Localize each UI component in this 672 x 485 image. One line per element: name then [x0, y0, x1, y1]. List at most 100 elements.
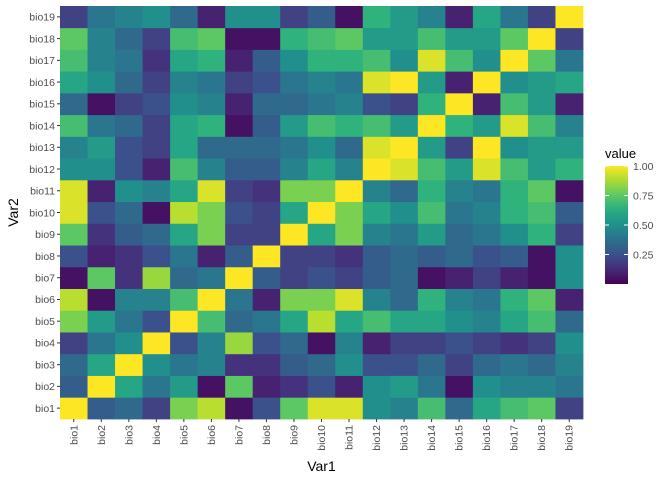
heatmap-cell-bio18-bio15 [527, 92, 556, 116]
heatmap-cell-bio12-bio4 [362, 332, 391, 355]
heatmap-cell-bio3-bio13 [115, 136, 143, 159]
y-tick-label-bio9: bio9 [35, 229, 55, 241]
heatmap-cell-bio8-bio8 [252, 245, 281, 268]
heatmap-cell-bio3-bio3 [115, 353, 143, 376]
heatmap-cell-bio7-bio7 [225, 266, 254, 289]
heatmap-cell-bio4-bio13 [142, 136, 171, 159]
heatmap-cell-bio10-bio6 [307, 288, 336, 311]
heatmap-cell-bio1-bio5 [60, 310, 88, 333]
heatmap-cell-bio15-bio11 [445, 179, 474, 203]
heatmap-cell-bio14-bio10 [417, 201, 446, 224]
heatmap-cell-bio17-bio11 [500, 179, 529, 203]
heatmap-cell-bio16-bio16 [472, 71, 501, 94]
heatmap-cell-bio11-bio15 [335, 92, 364, 116]
heatmap-cell-bio17-bio13 [500, 136, 529, 159]
heatmap-cell-bio11-bio6 [335, 288, 364, 311]
y-tick-label-bio2: bio2 [35, 381, 55, 393]
heatmap-cell-bio3-bio6 [115, 288, 143, 311]
heatmap-cell-bio10-bio16 [307, 71, 336, 94]
heatmap-cell-bio4-bio11 [142, 179, 171, 203]
heatmap-cell-bio19-bio11 [555, 179, 584, 203]
heatmap-cell-bio16-bio4 [472, 332, 501, 355]
heatmap-cell-bio6-bio13 [197, 136, 226, 159]
heatmap-cell-bio17-bio7 [500, 266, 529, 289]
heatmap-cell-bio19-bio17 [555, 49, 584, 72]
heatmap-cell-bio6-bio16 [197, 71, 226, 94]
heatmap-cell-bio8-bio9 [252, 223, 281, 246]
heatmap-cell-bio9-bio7 [280, 266, 309, 289]
heatmap-cell-bio6-bio9 [197, 223, 226, 246]
heatmap-cell-bio16-bio2 [472, 375, 501, 398]
x-axis-ticks: bio1 bio2 bio3 bio4 bio5 bio6 bio7 bio8 bio9 bio1… [68, 419, 576, 451]
heatmap-cell-bio12-bio3 [362, 353, 391, 376]
heatmap-cell-bio6-bio7 [197, 266, 226, 289]
heatmap-cell-bio14-bio19 [417, 6, 446, 29]
heatmap-cell-bio13-bio13 [390, 136, 419, 159]
heatmap-cell-bio18-bio18 [527, 27, 556, 50]
heatmap-cell-bio6-bio19 [197, 6, 226, 29]
x-tick-label-bio1: bio1 [68, 425, 80, 445]
heatmap-cell-bio9-bio18 [280, 27, 309, 50]
heatmap-cell-bio14-bio17 [417, 49, 446, 72]
heatmap-cell-bio11-bio13 [335, 136, 364, 159]
heatmap-cell-bio10-bio15 [307, 92, 336, 116]
heatmap-cell-bio3-bio8 [115, 245, 143, 268]
heatmap-cell-bio2-bio11 [87, 179, 116, 203]
heatmap-cell-bio4-bio8 [142, 245, 171, 268]
heatmap-cell-bio12-bio5 [362, 310, 391, 333]
heatmap-cell-bio9-bio8 [280, 245, 309, 268]
heatmap-cell-bio11-bio12 [335, 158, 364, 181]
heatmap-cell-bio7-bio1 [225, 397, 254, 420]
y-tick-label-bio13: bio13 [29, 142, 55, 154]
heatmap-cell-bio14-bio8 [417, 245, 446, 268]
heatmap-cell-bio5-bio12 [170, 158, 199, 181]
heatmap-cell-bio11-bio9 [335, 223, 364, 246]
heatmap-cell-bio15-bio15 [445, 92, 474, 116]
heatmap-cell-bio11-bio19 [335, 6, 364, 29]
x-tick-label-bio17: bio17 [509, 425, 521, 451]
heatmap-cell-bio17-bio6 [500, 288, 529, 311]
heatmap-cell-bio13-bio15 [390, 92, 419, 116]
y-tick-label-bio3: bio3 [35, 359, 55, 371]
heatmap-cell-bio11-bio2 [335, 375, 364, 398]
legend-tick-label-3: 1.00 [633, 161, 654, 173]
heatmap-cell-bio18-bio7 [527, 266, 556, 289]
heatmap-cell-bio10-bio14 [307, 114, 336, 137]
heatmap-cell-bio6-bio5 [197, 310, 226, 333]
heatmap-cell-bio1-bio6 [60, 288, 88, 311]
heatmap-cell-bio16-bio19 [472, 6, 501, 29]
heatmap-cell-bio5-bio9 [170, 223, 199, 246]
heatmap-cell-bio8-bio15 [252, 92, 281, 116]
heatmap-cell-bio10-bio13 [307, 136, 336, 159]
heatmap-cell-bio5-bio14 [170, 114, 199, 137]
heatmap-cell-bio10-bio2 [307, 375, 336, 398]
heatmap-cell-bio4-bio7 [142, 266, 171, 289]
heatmap-cell-bio12-bio7 [362, 266, 391, 289]
heatmap-cell-bio12-bio17 [362, 49, 391, 72]
heatmap-cell-bio11-bio10 [335, 201, 364, 224]
heatmap-cell-bio8-bio14 [252, 114, 281, 137]
heatmap-cell-bio12-bio19 [362, 6, 391, 29]
heatmap-cell-bio15-bio2 [445, 375, 474, 398]
heatmap-cell-bio7-bio5 [225, 310, 254, 333]
x-tick-label-bio13: bio13 [399, 425, 411, 451]
heatmap-cell-bio8-bio19 [252, 6, 281, 29]
heatmap-cell-bio1-bio7 [60, 266, 88, 289]
heatmap-cell-bio6-bio11 [197, 179, 226, 203]
heatmap-cell-bio6-bio2 [197, 375, 226, 398]
heatmap-cell-bio18-bio2 [527, 375, 556, 398]
heatmap-cell-bio7-bio9 [225, 223, 254, 246]
y-tick-label-bio12: bio12 [29, 164, 55, 176]
x-tick-label-bio14: bio14 [426, 425, 438, 451]
heatmap-cell-bio7-bio14 [225, 114, 254, 137]
heatmap-cell-bio3-bio7 [115, 266, 143, 289]
heatmap-cell-bio17-bio2 [500, 375, 529, 398]
heatmap-cell-bio11-bio11 [335, 179, 364, 203]
heatmap-cell-bio4-bio1 [142, 397, 171, 420]
heatmap-cell-bio11-bio18 [335, 27, 364, 50]
x-tick-label-bio6: bio6 [206, 425, 218, 445]
heatmap-cell-bio15-bio9 [445, 223, 474, 246]
heatmap-cell-bio1-bio9 [60, 223, 88, 246]
heatmap-cell-bio17-bio4 [500, 332, 529, 355]
